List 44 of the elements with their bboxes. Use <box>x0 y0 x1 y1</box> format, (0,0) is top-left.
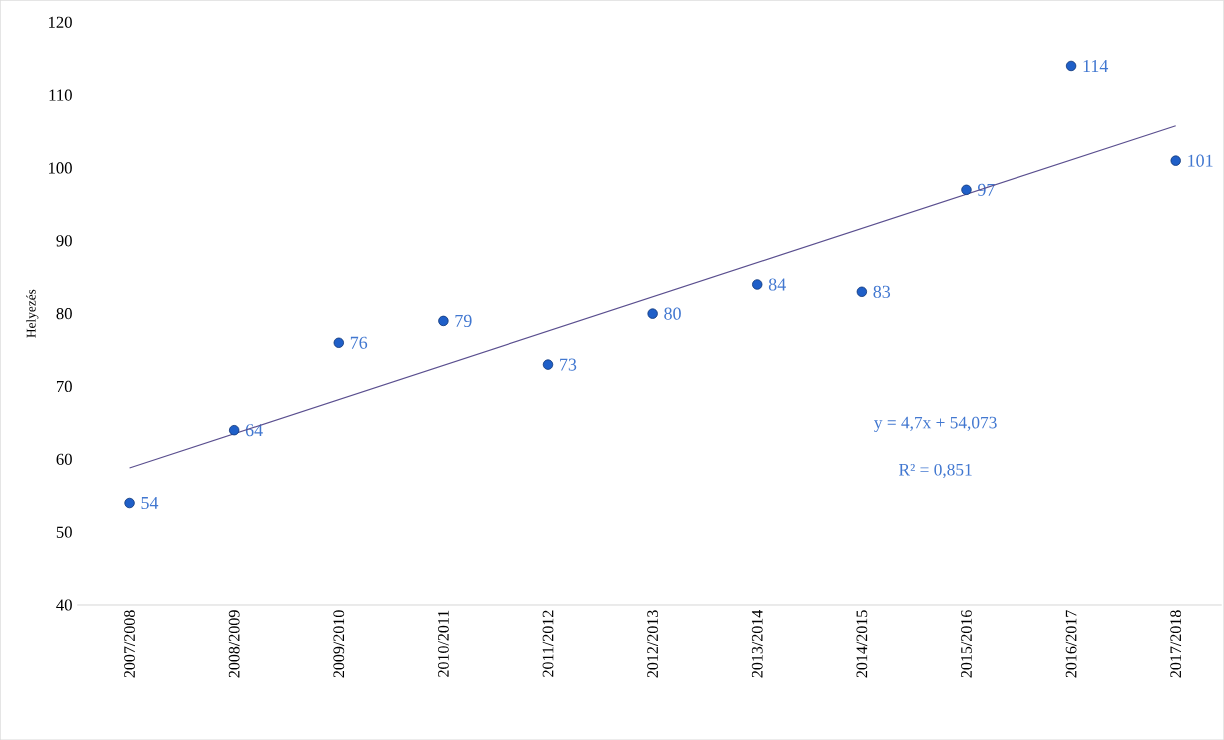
data-label: 101 <box>1188 154 1213 167</box>
x-tick-label: 2013/2014 <box>751 609 763 678</box>
point <box>961 184 972 195</box>
annotation: y = 4,7x + 54,073 <box>874 416 997 432</box>
data-label: 76 <box>350 336 368 349</box>
data-label: 54 <box>141 496 159 509</box>
point <box>1065 60 1077 72</box>
x-tick-label: 2014/2015 <box>856 610 868 678</box>
point <box>228 424 240 436</box>
data-label: 84 <box>768 278 786 291</box>
x-tick-label: 2017/2018 <box>1170 610 1182 678</box>
x-tick-label: 2012/2013 <box>647 610 659 678</box>
data-label: 80 <box>664 307 681 320</box>
point <box>856 286 868 297</box>
data-label: 64 <box>245 424 263 437</box>
point <box>124 497 135 509</box>
data-label: 79 <box>455 314 472 327</box>
x-tick-label: 2010/2011 <box>438 610 449 677</box>
x-tick-label: 2008/2009 <box>228 610 240 678</box>
y-tick-label: 70 <box>56 380 72 392</box>
data-label: 73 <box>560 358 577 371</box>
annotation: R² = 0,851 <box>899 463 972 478</box>
y-tick-label: 120 <box>49 16 72 28</box>
point <box>438 315 449 327</box>
y-axis-title: Helyezés <box>26 289 39 338</box>
y-tick-label: 50 <box>56 526 72 538</box>
y-tick-label: 90 <box>56 235 72 247</box>
point <box>542 359 554 370</box>
data-label: 83 <box>873 285 891 298</box>
point <box>333 337 344 348</box>
y-tick-label: 110 <box>49 89 72 101</box>
x-tick-label: 2007/2008 <box>124 610 135 678</box>
y-tick-label: 100 <box>49 162 72 174</box>
y-tick-label: 80 <box>56 307 72 320</box>
y-tick-label: 40 <box>56 599 72 611</box>
x-tick-label: 2011/2012 <box>542 610 554 677</box>
x-tick-label: 2016/2017 <box>1065 610 1077 678</box>
point <box>752 279 763 290</box>
y-tick-label: 60 <box>56 453 72 465</box>
point <box>647 308 658 319</box>
point <box>1170 155 1181 166</box>
data-label: 114 <box>1083 59 1109 72</box>
x-tick-label: 2009/2010 <box>333 610 345 678</box>
x-tick-label: 2015/2016 <box>961 610 972 678</box>
